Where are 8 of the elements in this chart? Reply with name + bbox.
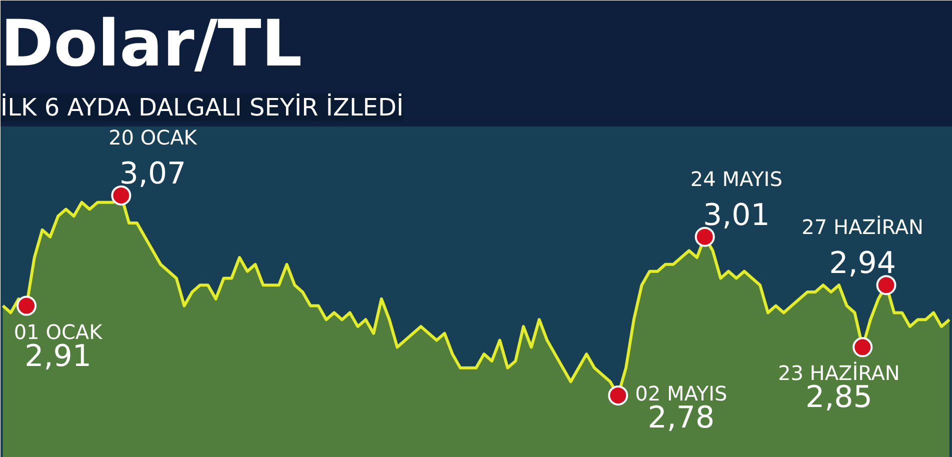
data-label: 3,01	[702, 198, 770, 233]
annotation: 27 HAZİRAN	[802, 215, 924, 240]
data-label: 3,07	[119, 156, 186, 192]
chart-subtitle: İLK 6 AYDA DALGALI SEYİR İZLEDİ	[0, 94, 404, 122]
data-label: 2,94	[829, 246, 896, 282]
annotation: 24 MAYIS	[690, 166, 782, 191]
chart-title: Dolar/TL	[0, 8, 302, 82]
annotation: 20 OCAK	[108, 125, 198, 150]
